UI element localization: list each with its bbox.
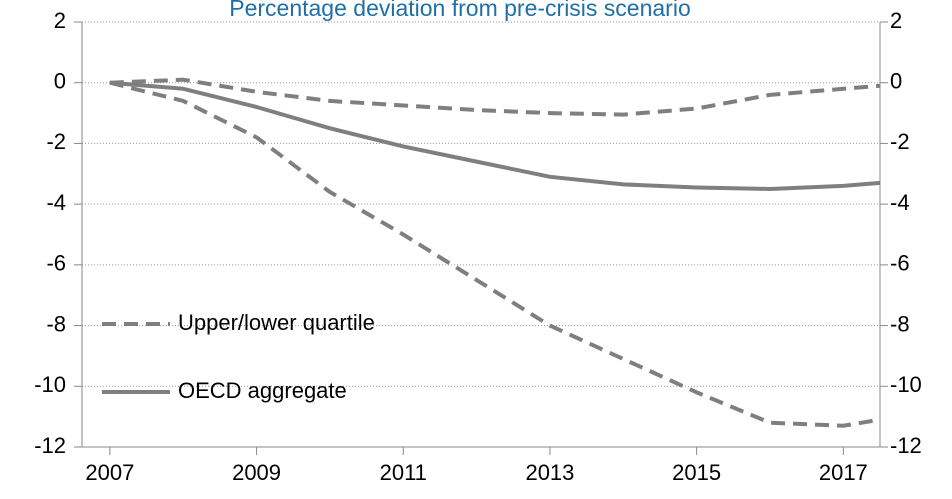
y2-tick-label: -8 [890,311,910,336]
line [109,80,881,428]
y-tick-label: -10 [34,372,66,397]
x-tick-label: 2011 [380,460,427,485]
y-tick-label: -6 [46,251,66,276]
y-tick-label: -2 [46,129,66,154]
y2-tick-label: -4 [890,190,910,215]
y-tick-label: -8 [46,311,66,336]
y2-tick-label: -10 [890,372,922,397]
x-tick-label: 2009 [232,460,281,485]
legend-label: OECD aggregate [178,378,347,403]
y-tick-label: 0 [54,69,66,94]
y2-tick-label: 2 [890,8,902,33]
legend-label: Upper/lower quartile [178,310,375,335]
x-tick-label: 2013 [525,460,574,485]
y-tick-label: -12 [34,433,66,458]
y2-tick-label: -12 [890,433,922,458]
y-tick-label: 2 [54,8,66,33]
line [109,80,881,191]
y2-tick-label: -6 [890,251,910,276]
y-tick-label: -4 [46,190,66,215]
line [109,77,881,117]
chart-title: Percentage deviation from pre-crisis sce… [229,0,690,21]
y2-tick-label: -2 [890,129,910,154]
y2-tick-label: 0 [890,69,902,94]
x-tick-label: 2017 [819,460,868,485]
x-tick-label: 2015 [672,460,721,485]
x-tick-label: 2007 [85,460,134,485]
